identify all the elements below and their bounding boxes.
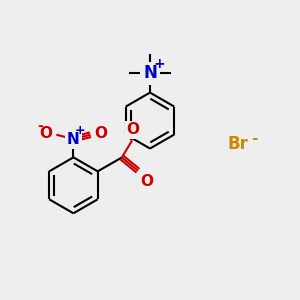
Text: O: O (140, 174, 153, 189)
Text: O: O (39, 126, 52, 141)
Text: Br: Br (228, 135, 249, 153)
Text: -: - (37, 119, 43, 133)
Text: O: O (94, 126, 108, 141)
Text: N: N (67, 132, 80, 147)
Text: -: - (251, 131, 258, 146)
Text: O: O (126, 122, 139, 137)
Text: +: + (75, 124, 85, 137)
Text: +: + (153, 57, 165, 71)
Text: N: N (143, 64, 157, 82)
